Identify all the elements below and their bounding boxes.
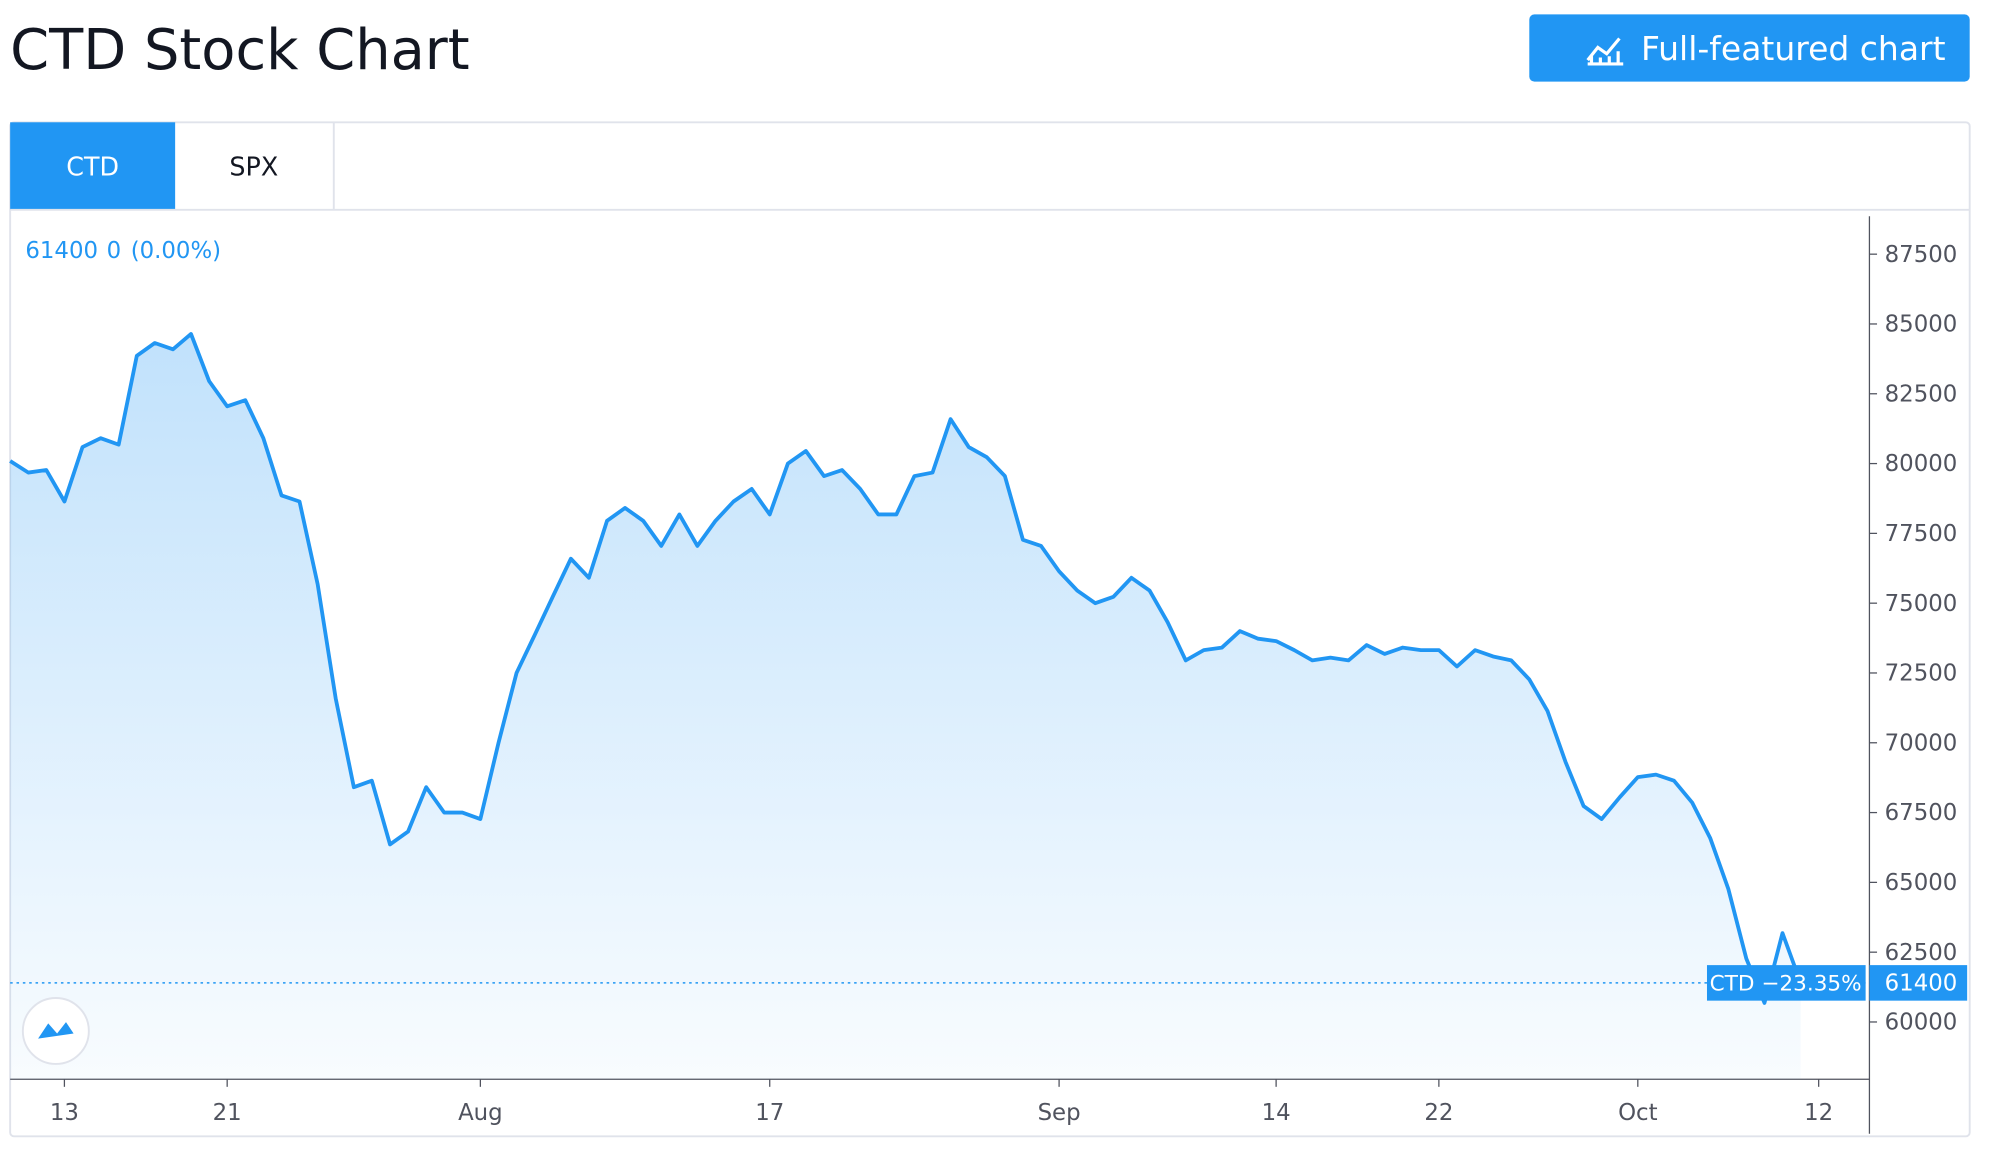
price-legend: 61400 0 (0.00%) bbox=[25, 238, 221, 264]
x-tick-label: Oct bbox=[1618, 1100, 1658, 1126]
y-tick-label: 67500 bbox=[1885, 800, 1958, 826]
legend-change: 0 bbox=[107, 238, 122, 264]
x-tick-label: 17 bbox=[755, 1100, 784, 1126]
y-tick-label: 80000 bbox=[1885, 451, 1958, 477]
x-tick-label: 12 bbox=[1804, 1100, 1833, 1126]
logo-circle[interactable] bbox=[21, 997, 90, 1065]
price-tag-label: 61400 bbox=[1885, 971, 1958, 997]
x-tick-label: 13 bbox=[50, 1100, 79, 1126]
legend-change-pct: (0.00%) bbox=[131, 238, 221, 264]
y-tick-label: 77500 bbox=[1885, 521, 1958, 547]
y-tick-label: 85000 bbox=[1885, 312, 1958, 338]
button-bg[interactable] bbox=[1529, 14, 1970, 82]
button-label[interactable]: Full-featured chart bbox=[1641, 29, 1946, 68]
page-title: CTD Stock Chart bbox=[10, 18, 470, 83]
y-tick-label: 70000 bbox=[1885, 730, 1958, 756]
tab-label[interactable]: CTD bbox=[66, 152, 119, 182]
y-tick-label: 82500 bbox=[1885, 381, 1958, 407]
price-tag bbox=[1869, 965, 1968, 1001]
y-tick-label: 62500 bbox=[1885, 940, 1958, 966]
button-icon[interactable] bbox=[1586, 37, 1624, 66]
logo[interactable] bbox=[21, 997, 90, 1065]
y-tick-label: 72500 bbox=[1885, 661, 1958, 687]
full-chart-button[interactable]: Full-featured chart bbox=[1529, 14, 1970, 82]
price-line bbox=[9, 332, 1803, 1005]
chart-frame bbox=[9, 121, 1971, 1138]
y-tick-label: 75000 bbox=[1885, 591, 1958, 617]
x-tick-label: 21 bbox=[213, 1100, 242, 1126]
x-tick-label: Sep bbox=[1038, 1100, 1081, 1126]
x-tick-label: Aug bbox=[458, 1100, 503, 1126]
x-tick-label: 14 bbox=[1262, 1100, 1291, 1126]
y-tick-label: 87500 bbox=[1885, 242, 1958, 268]
y-tick-label: 60000 bbox=[1885, 1010, 1958, 1036]
x-tick-label: 22 bbox=[1424, 1100, 1453, 1126]
legend-price: 61400 bbox=[25, 238, 98, 264]
logo-mark[interactable] bbox=[38, 1022, 74, 1039]
y-tick-label: 65000 bbox=[1885, 870, 1958, 896]
tab-active[interactable] bbox=[10, 122, 176, 210]
series-tag-label: CTD −23.35% bbox=[1710, 972, 1862, 997]
series-tag bbox=[1706, 965, 1866, 1001]
price-area bbox=[10, 333, 1801, 1080]
tab-label[interactable]: SPX bbox=[229, 152, 278, 182]
